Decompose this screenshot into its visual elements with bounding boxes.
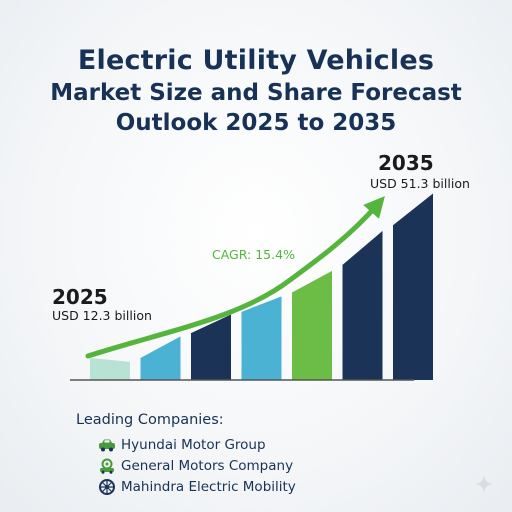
title-line-1: Electric Utility Vehicles (77, 45, 435, 76)
title-line-2: Market Size and Share Forecast (50, 80, 462, 106)
end-value-label: USD 51.3 billion (370, 176, 470, 191)
trend-arrow (85, 196, 385, 359)
title-line-3: Outlook 2025 to 2035 (115, 110, 397, 136)
company-item: Mahindra Electric Mobility (98, 476, 296, 497)
bar (191, 314, 231, 380)
company-name: Mahindra Electric Mobility (121, 478, 296, 495)
company-name: Hyundai Motor Group (121, 436, 266, 453)
bar (292, 270, 332, 380)
start-year-label: 2025 (52, 285, 108, 309)
leading-companies: Leading Companies: Hyundai Motor Group G… (76, 412, 296, 497)
bar (342, 230, 383, 380)
cagr-label: CAGR: 15.4% (212, 247, 295, 262)
companies-heading: Leading Companies: (76, 412, 224, 428)
company-item: Hyundai Motor Group (98, 434, 296, 455)
end-year-label: 2035 (378, 151, 434, 175)
bar (90, 358, 130, 380)
car-icon (99, 439, 115, 451)
wheel-icon (99, 478, 115, 495)
bar (140, 336, 181, 380)
company-name: General Motors Company (121, 457, 294, 474)
car-gear-icon (100, 458, 114, 474)
company-item: General Motors Company (98, 455, 296, 476)
page-title: Electric Utility Vehicles Market Size an… (0, 44, 512, 138)
bar (393, 193, 433, 380)
sparkle-icon (475, 475, 493, 493)
bar (241, 296, 282, 380)
start-value-label: USD 12.3 billion (52, 308, 152, 323)
